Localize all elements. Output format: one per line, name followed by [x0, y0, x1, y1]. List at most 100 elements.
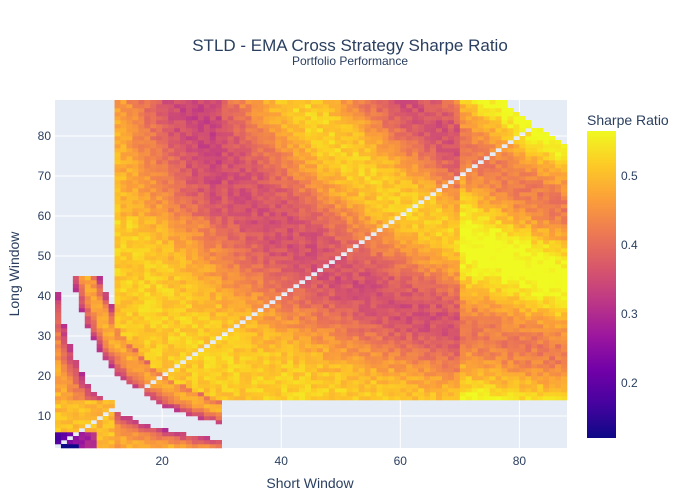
heatmap-cell[interactable] — [156, 340, 163, 345]
heatmap-cell[interactable] — [269, 268, 276, 273]
heatmap-cell[interactable] — [269, 140, 276, 145]
heatmap-cell[interactable] — [465, 140, 473, 145]
heatmap-cell[interactable] — [287, 208, 294, 213]
heatmap-cell[interactable] — [221, 252, 228, 257]
heatmap-cell[interactable] — [126, 220, 133, 225]
heatmap-cell[interactable] — [430, 344, 437, 349]
heatmap-cell[interactable] — [215, 316, 222, 321]
heatmap-cell[interactable] — [358, 116, 365, 121]
heatmap-cell[interactable] — [197, 404, 205, 409]
heatmap-cell[interactable] — [376, 244, 383, 249]
heatmap-cell[interactable] — [209, 360, 217, 365]
heatmap-cell[interactable] — [96, 304, 103, 309]
heatmap-cell[interactable] — [114, 364, 121, 369]
heatmap-cell[interactable] — [406, 340, 413, 345]
heatmap-cell[interactable] — [328, 300, 336, 305]
heatmap-cell[interactable] — [376, 148, 383, 153]
heatmap-cell[interactable] — [346, 308, 353, 313]
heatmap-cell[interactable] — [465, 264, 473, 269]
heatmap-cell[interactable] — [185, 268, 193, 273]
heatmap-cell[interactable] — [203, 368, 211, 373]
heatmap-cell[interactable] — [138, 424, 145, 429]
heatmap-cell[interactable] — [370, 220, 377, 225]
heatmap-cell[interactable] — [227, 208, 234, 213]
heatmap-cell[interactable] — [328, 180, 336, 185]
heatmap-cell[interactable] — [114, 188, 121, 193]
heatmap-cell[interactable] — [126, 368, 133, 373]
heatmap-cell[interactable] — [138, 188, 145, 193]
heatmap-cell[interactable] — [191, 240, 199, 245]
heatmap-cell[interactable] — [334, 284, 342, 289]
heatmap-cell[interactable] — [364, 124, 371, 129]
heatmap-cell[interactable] — [239, 312, 246, 317]
heatmap-cell[interactable] — [120, 264, 127, 269]
heatmap-cell[interactable] — [465, 236, 473, 241]
heatmap-cell[interactable] — [305, 392, 312, 397]
heatmap-cell[interactable] — [441, 188, 449, 193]
heatmap-cell[interactable] — [418, 368, 425, 373]
heatmap-cell[interactable] — [376, 392, 383, 397]
heatmap-cell[interactable] — [90, 404, 97, 409]
heatmap-cell[interactable] — [185, 312, 193, 317]
heatmap-cell[interactable] — [55, 424, 62, 429]
heatmap-cell[interactable] — [90, 332, 97, 337]
heatmap-cell[interactable] — [209, 124, 217, 129]
heatmap-cell[interactable] — [168, 196, 175, 201]
heatmap-cell[interactable] — [322, 108, 330, 113]
heatmap-cell[interactable] — [269, 264, 276, 269]
heatmap-cell[interactable] — [394, 160, 401, 165]
heatmap-cell[interactable] — [400, 336, 407, 341]
heatmap-cell[interactable] — [436, 280, 443, 285]
heatmap-cell[interactable] — [316, 152, 324, 157]
heatmap-cell[interactable] — [168, 396, 175, 401]
heatmap-cell[interactable] — [185, 216, 193, 221]
heatmap-cell[interactable] — [400, 392, 407, 397]
heatmap-cell[interactable] — [412, 228, 419, 233]
heatmap-cell[interactable] — [185, 228, 193, 233]
heatmap-cell[interactable] — [251, 196, 258, 201]
heatmap-cell[interactable] — [120, 108, 127, 113]
heatmap-cell[interactable] — [358, 212, 365, 217]
heatmap-cell[interactable] — [239, 252, 246, 257]
heatmap-cell[interactable] — [453, 100, 461, 105]
heatmap-cell[interactable] — [453, 156, 461, 161]
heatmap-cell[interactable] — [477, 116, 484, 121]
heatmap-cell[interactable] — [191, 264, 199, 269]
heatmap-cell[interactable] — [221, 236, 228, 241]
heatmap-cell[interactable] — [150, 140, 157, 145]
heatmap-cell[interactable] — [465, 256, 473, 261]
heatmap-cell[interactable] — [316, 360, 324, 365]
heatmap-cell[interactable] — [459, 112, 467, 117]
heatmap-cell[interactable] — [55, 400, 62, 405]
heatmap-cell[interactable] — [275, 224, 282, 229]
heatmap-cell[interactable] — [400, 332, 407, 337]
heatmap-cell[interactable] — [269, 328, 276, 333]
heatmap-cell[interactable] — [364, 116, 371, 121]
heatmap-cell[interactable] — [114, 180, 121, 185]
heatmap-cell[interactable] — [239, 328, 246, 333]
heatmap-cell[interactable] — [150, 244, 157, 249]
heatmap-cell[interactable] — [197, 364, 205, 369]
heatmap-cell[interactable] — [78, 424, 86, 429]
heatmap-cell[interactable] — [400, 100, 407, 105]
heatmap-cell[interactable] — [358, 352, 365, 357]
heatmap-cell[interactable] — [436, 168, 443, 173]
heatmap-cell[interactable] — [203, 356, 211, 361]
heatmap-cell[interactable] — [185, 240, 193, 245]
heatmap-cell[interactable] — [197, 284, 205, 289]
heatmap-cell[interactable] — [138, 132, 145, 137]
heatmap-cell[interactable] — [441, 176, 449, 181]
heatmap-cell[interactable] — [311, 312, 318, 317]
heatmap-cell[interactable] — [197, 148, 205, 153]
heatmap-cell[interactable] — [215, 116, 222, 121]
heatmap-cell[interactable] — [102, 344, 109, 349]
heatmap-cell[interactable] — [239, 104, 246, 109]
heatmap-cell[interactable] — [299, 268, 306, 273]
heatmap-cell[interactable] — [388, 292, 395, 297]
heatmap-cell[interactable] — [477, 140, 484, 145]
heatmap-cell[interactable] — [203, 116, 211, 121]
heatmap-cell[interactable] — [233, 396, 240, 401]
heatmap-cell[interactable] — [346, 304, 353, 309]
heatmap-cell[interactable] — [269, 248, 276, 253]
heatmap-cell[interactable] — [239, 152, 246, 157]
